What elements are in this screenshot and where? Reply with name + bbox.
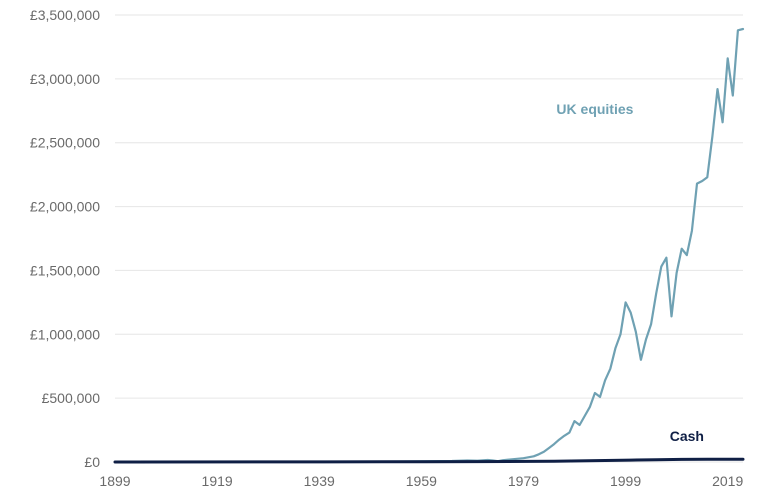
uk-equities-series-line (113, 27, 745, 464)
x-tick-label: 1979 (508, 473, 539, 489)
y-tick-label: £2,500,000 (30, 135, 100, 151)
x-tick-label: 1939 (304, 473, 335, 489)
x-tick-label: 1959 (406, 473, 437, 489)
x-tick-label: 1999 (610, 473, 641, 489)
x-tick-label: 1919 (202, 473, 233, 489)
x-tick-label: 1899 (99, 473, 130, 489)
gridlines (115, 14, 743, 463)
y-tick-label: £1,500,000 (30, 262, 100, 278)
y-tick-label: £2,000,000 (30, 199, 100, 215)
cash-series-label: Cash (670, 428, 704, 444)
y-tick-label: £3,000,000 (30, 71, 100, 87)
y-tick-label: £3,500,000 (30, 7, 100, 23)
y-axis-tick-labels: £0 £500,000 £1,000,000 £1,500,000 £2,000,000… (30, 7, 100, 470)
y-tick-label: £1,000,000 (30, 326, 100, 342)
series-lines (113, 27, 745, 464)
y-tick-label: £0 (84, 454, 100, 470)
x-tick-label: 2019 (712, 473, 743, 489)
x-axis-tick-labels: 1899 1919 1939 1959 1979 1999 2019 (99, 473, 743, 489)
series-labels: UK equities Cash (556, 101, 704, 444)
y-tick-label: £500,000 (42, 390, 101, 406)
cash-series-line (113, 457, 745, 464)
uk-equities-series-label: UK equities (556, 101, 633, 117)
